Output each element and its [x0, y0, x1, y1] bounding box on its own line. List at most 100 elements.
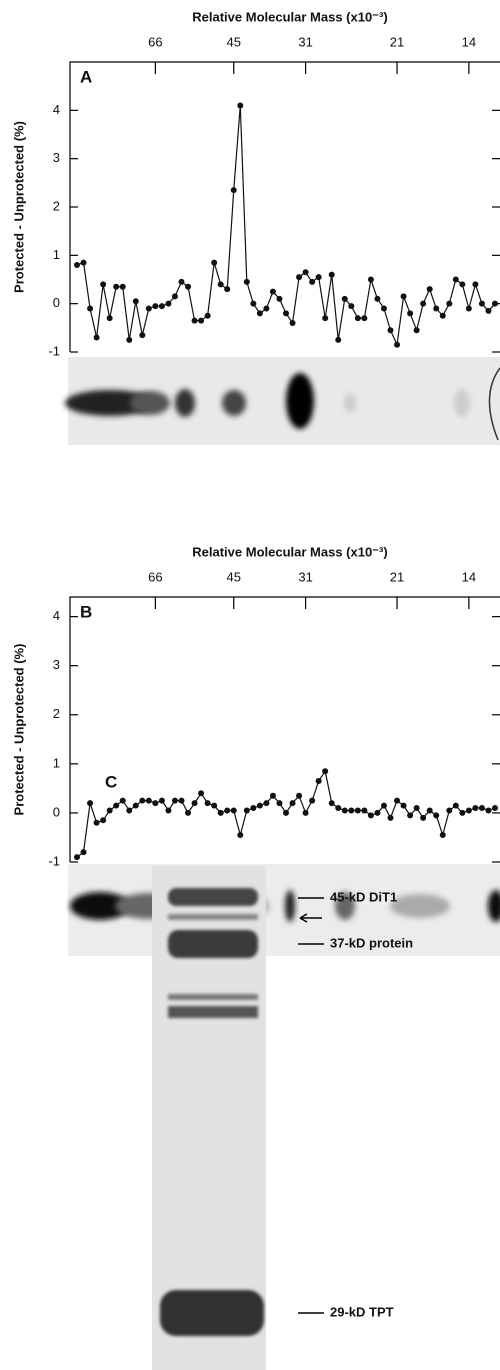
data-point	[426, 286, 433, 293]
data-point	[446, 807, 453, 814]
y-tick-label: 1	[53, 755, 60, 770]
data-point	[256, 310, 263, 317]
data-point	[361, 807, 368, 814]
data-line	[76, 105, 496, 347]
data-point	[119, 797, 126, 804]
y-tick-label: 4	[53, 102, 60, 117]
data-point	[185, 809, 192, 816]
y-tick-label: 0	[53, 295, 60, 310]
data-point	[139, 332, 146, 339]
data-point	[269, 288, 276, 295]
data-point	[119, 283, 126, 290]
data-point	[263, 305, 270, 312]
x-tick-label: 31	[298, 569, 312, 584]
data-point	[87, 800, 94, 807]
data-point	[198, 317, 205, 324]
data-point	[132, 802, 139, 809]
data-point	[152, 800, 159, 807]
data-point	[106, 807, 113, 814]
data-point	[485, 807, 492, 814]
data-point	[80, 849, 87, 856]
data-point	[113, 802, 120, 809]
data-point	[211, 802, 218, 809]
data-point	[459, 281, 466, 288]
panel-label: A	[80, 67, 92, 86]
y-tick-label: 4	[53, 608, 60, 623]
axes-frame	[69, 596, 500, 862]
data-point	[328, 800, 335, 807]
data-point	[341, 807, 348, 814]
data-point	[492, 300, 498, 307]
data-point	[413, 327, 420, 334]
data-point	[472, 805, 479, 812]
data-point	[302, 269, 309, 276]
data-point	[420, 814, 427, 821]
data-point	[296, 792, 303, 799]
data-point	[322, 768, 329, 775]
data-point	[394, 797, 401, 804]
data-point	[217, 809, 224, 816]
data-point	[126, 807, 133, 814]
x-tick-label: 45	[227, 34, 241, 49]
data-point	[171, 797, 178, 804]
x-tick-label: 14	[462, 569, 476, 584]
data-point	[309, 278, 316, 285]
data-point	[145, 797, 152, 804]
data-point	[198, 790, 205, 797]
data-point	[224, 807, 231, 814]
data-point	[465, 807, 472, 814]
y-tick-label: 2	[53, 706, 60, 721]
data-point	[380, 305, 387, 312]
x-tick-label: 21	[390, 569, 404, 584]
y-tick-label: 1	[53, 247, 60, 262]
data-point	[472, 281, 479, 288]
data-point	[113, 283, 120, 290]
x-tick-label: 66	[148, 34, 162, 49]
data-point	[230, 187, 237, 194]
data-point	[289, 800, 296, 807]
data-point	[289, 320, 296, 326]
data-point	[322, 315, 329, 322]
data-point	[413, 805, 420, 812]
data-point	[165, 807, 172, 814]
annotation: 29-kD TPT	[330, 1304, 394, 1319]
data-point	[387, 814, 394, 821]
data-point	[465, 305, 472, 312]
data-point	[191, 317, 198, 324]
data-point	[171, 293, 178, 300]
data-point	[367, 812, 374, 819]
panel-label: B	[80, 602, 92, 621]
data-point	[204, 312, 211, 319]
data-point	[374, 809, 381, 816]
data-point	[302, 809, 309, 816]
y-axis-title: Protected - Unprotected (%)	[11, 121, 26, 293]
data-point	[158, 303, 165, 310]
data-point	[126, 336, 133, 343]
data-point	[478, 805, 485, 812]
data-point	[446, 300, 453, 307]
x-axis-title: Relative Molecular Mass (x10⁻³)	[192, 9, 387, 24]
data-point	[394, 341, 401, 348]
data-point	[309, 797, 316, 804]
data-point	[93, 334, 100, 341]
y-axis-title: Protected - Unprotected (%)	[11, 644, 26, 816]
data-point	[100, 281, 107, 288]
annotation: 45-kD DiT1	[330, 889, 397, 904]
data-point	[74, 854, 80, 861]
y-tick-label: 2	[53, 198, 60, 213]
data-point	[204, 800, 211, 807]
data-point	[433, 812, 440, 819]
data-point	[145, 305, 152, 312]
data-point	[407, 310, 414, 317]
data-point	[93, 819, 100, 826]
data-point	[100, 817, 107, 824]
data-point	[283, 809, 289, 816]
y-tick-label: 3	[53, 150, 60, 165]
arrow	[299, 913, 322, 923]
data-point	[243, 278, 250, 285]
data-point	[380, 802, 387, 809]
data-point	[335, 336, 342, 343]
x-tick-label: 66	[148, 569, 162, 584]
